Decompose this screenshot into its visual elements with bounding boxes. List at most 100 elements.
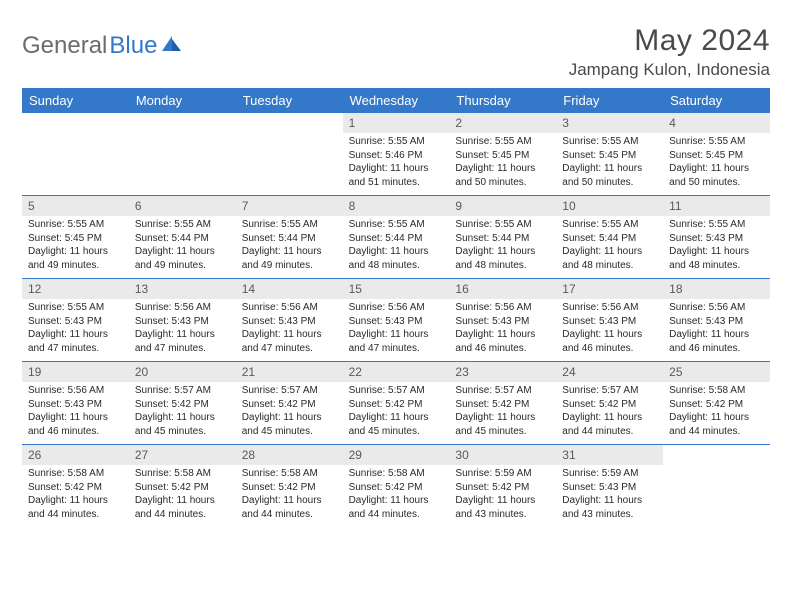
sunrise-text: Sunrise: 5:59 AM [562, 467, 657, 481]
day-number: 11 [663, 196, 770, 216]
day-details: Sunrise: 5:58 AMSunset: 5:42 PMDaylight:… [343, 467, 450, 525]
day-number: 29 [343, 445, 450, 465]
calendar-cell [129, 113, 236, 195]
day-number: 24 [556, 362, 663, 382]
daylight-text: Daylight: 11 hours and 49 minutes. [28, 245, 123, 272]
day-number: 23 [449, 362, 556, 382]
daylight-text: Daylight: 11 hours and 45 minutes. [242, 411, 337, 438]
calendar-cell: 18Sunrise: 5:56 AMSunset: 5:43 PMDayligh… [663, 279, 770, 361]
sunrise-text: Sunrise: 5:59 AM [455, 467, 550, 481]
daylight-text: Daylight: 11 hours and 43 minutes. [562, 494, 657, 521]
sail-icon [159, 32, 183, 60]
sunset-text: Sunset: 5:46 PM [349, 149, 444, 163]
day-details: Sunrise: 5:58 AMSunset: 5:42 PMDaylight:… [236, 467, 343, 525]
sunset-text: Sunset: 5:44 PM [242, 232, 337, 246]
day-details: Sunrise: 5:58 AMSunset: 5:42 PMDaylight:… [129, 467, 236, 525]
title-block: May 2024 Jampang Kulon, Indonesia [569, 24, 770, 80]
calendar-cell: 23Sunrise: 5:57 AMSunset: 5:42 PMDayligh… [449, 362, 556, 444]
day-number: 1 [343, 113, 450, 133]
sunset-text: Sunset: 5:44 PM [135, 232, 230, 246]
calendar-cell: 24Sunrise: 5:57 AMSunset: 5:42 PMDayligh… [556, 362, 663, 444]
daylight-text: Daylight: 11 hours and 47 minutes. [135, 328, 230, 355]
weekday-header-row: Sunday Monday Tuesday Wednesday Thursday… [22, 88, 770, 113]
daylight-text: Daylight: 11 hours and 48 minutes. [562, 245, 657, 272]
calendar: Sunday Monday Tuesday Wednesday Thursday… [22, 88, 770, 527]
daylight-text: Daylight: 11 hours and 49 minutes. [242, 245, 337, 272]
sunrise-text: Sunrise: 5:57 AM [135, 384, 230, 398]
sunset-text: Sunset: 5:42 PM [349, 481, 444, 495]
daylight-text: Daylight: 11 hours and 44 minutes. [242, 494, 337, 521]
day-number: 4 [663, 113, 770, 133]
day-number: 20 [129, 362, 236, 382]
day-details: Sunrise: 5:57 AMSunset: 5:42 PMDaylight:… [343, 384, 450, 442]
weekday-header: Friday [556, 88, 663, 113]
daylight-text: Daylight: 11 hours and 51 minutes. [349, 162, 444, 189]
calendar-cell: 14Sunrise: 5:56 AMSunset: 5:43 PMDayligh… [236, 279, 343, 361]
sunrise-text: Sunrise: 5:55 AM [562, 135, 657, 149]
day-number: 3 [556, 113, 663, 133]
calendar-cell: 3 Sunrise: 5:55 AMSunset: 5:45 PMDaylight… [556, 113, 663, 195]
day-number: 30 [449, 445, 556, 465]
day-details: Sunrise: 5:59 AMSunset: 5:42 PMDaylight:… [449, 467, 556, 525]
calendar-cell: 21Sunrise: 5:57 AMSunset: 5:42 PMDayligh… [236, 362, 343, 444]
daylight-text: Daylight: 11 hours and 44 minutes. [562, 411, 657, 438]
day-details: Sunrise: 5:56 AMSunset: 5:43 PMDaylight:… [663, 301, 770, 359]
calendar-cell: 26Sunrise: 5:58 AMSunset: 5:42 PMDayligh… [22, 445, 129, 527]
day-number: 6 [129, 196, 236, 216]
daylight-text: Daylight: 11 hours and 48 minutes. [669, 245, 764, 272]
sunset-text: Sunset: 5:42 PM [242, 481, 337, 495]
day-details: Sunrise: 5:55 AMSunset: 5:44 PMDaylight:… [556, 218, 663, 276]
day-details: Sunrise: 5:55 AMSunset: 5:44 PMDaylight:… [343, 218, 450, 276]
day-details: Sunrise: 5:59 AMSunset: 5:43 PMDaylight:… [556, 467, 663, 525]
brand-word-2: Blue [109, 32, 157, 60]
daylight-text: Daylight: 11 hours and 44 minutes. [28, 494, 123, 521]
daylight-text: Daylight: 11 hours and 47 minutes. [242, 328, 337, 355]
month-title: May 2024 [569, 24, 770, 58]
day-details: Sunrise: 5:55 AMSunset: 5:46 PMDaylight:… [343, 135, 450, 193]
sunrise-text: Sunrise: 5:56 AM [669, 301, 764, 315]
sunset-text: Sunset: 5:45 PM [562, 149, 657, 163]
daylight-text: Daylight: 11 hours and 50 minutes. [455, 162, 550, 189]
daylight-text: Daylight: 11 hours and 44 minutes. [349, 494, 444, 521]
calendar-week: 1Sunrise: 5:55 AMSunset: 5:46 PMDaylight… [22, 113, 770, 195]
day-details: Sunrise: 5:57 AMSunset: 5:42 PMDaylight:… [449, 384, 556, 442]
daylight-text: Daylight: 11 hours and 45 minutes. [455, 411, 550, 438]
calendar-cell: 16Sunrise: 5:56 AMSunset: 5:43 PMDayligh… [449, 279, 556, 361]
calendar-cell: 7Sunrise: 5:55 AMSunset: 5:44 PMDaylight… [236, 196, 343, 278]
day-number: 27 [129, 445, 236, 465]
sunset-text: Sunset: 5:43 PM [562, 315, 657, 329]
day-number: 2 [449, 113, 556, 133]
weekday-header: Sunday [22, 88, 129, 113]
daylight-text: Daylight: 11 hours and 50 minutes. [562, 162, 657, 189]
day-number: 31 [556, 445, 663, 465]
day-details: Sunrise: 5:55 AMSunset: 5:45 PMDaylight:… [663, 135, 770, 193]
calendar-cell [236, 113, 343, 195]
daylight-text: Daylight: 11 hours and 48 minutes. [455, 245, 550, 272]
calendar-cell: 20Sunrise: 5:57 AMSunset: 5:42 PMDayligh… [129, 362, 236, 444]
calendar-cell: 22Sunrise: 5:57 AMSunset: 5:42 PMDayligh… [343, 362, 450, 444]
sunset-text: Sunset: 5:43 PM [28, 315, 123, 329]
location-label: Jampang Kulon, Indonesia [569, 60, 770, 80]
daylight-text: Daylight: 11 hours and 45 minutes. [349, 411, 444, 438]
sunrise-text: Sunrise: 5:57 AM [349, 384, 444, 398]
sunrise-text: Sunrise: 5:55 AM [562, 218, 657, 232]
sunset-text: Sunset: 5:43 PM [242, 315, 337, 329]
sunset-text: Sunset: 5:43 PM [669, 315, 764, 329]
sunset-text: Sunset: 5:43 PM [669, 232, 764, 246]
calendar-week: 5Sunrise: 5:55 AMSunset: 5:45 PMDaylight… [22, 195, 770, 278]
calendar-cell: 8Sunrise: 5:55 AMSunset: 5:44 PMDaylight… [343, 196, 450, 278]
weekday-header: Saturday [663, 88, 770, 113]
sunset-text: Sunset: 5:45 PM [669, 149, 764, 163]
sunset-text: Sunset: 5:43 PM [455, 315, 550, 329]
daylight-text: Daylight: 11 hours and 47 minutes. [28, 328, 123, 355]
sunrise-text: Sunrise: 5:55 AM [669, 135, 764, 149]
sunset-text: Sunset: 5:42 PM [242, 398, 337, 412]
sunset-text: Sunset: 5:43 PM [135, 315, 230, 329]
day-details: Sunrise: 5:55 AMSunset: 5:44 PMDaylight:… [449, 218, 556, 276]
sunrise-text: Sunrise: 5:55 AM [669, 218, 764, 232]
sunset-text: Sunset: 5:45 PM [455, 149, 550, 163]
daylight-text: Daylight: 11 hours and 44 minutes. [135, 494, 230, 521]
day-details: Sunrise: 5:57 AMSunset: 5:42 PMDaylight:… [556, 384, 663, 442]
sunset-text: Sunset: 5:44 PM [562, 232, 657, 246]
day-details: Sunrise: 5:58 AMSunset: 5:42 PMDaylight:… [22, 467, 129, 525]
